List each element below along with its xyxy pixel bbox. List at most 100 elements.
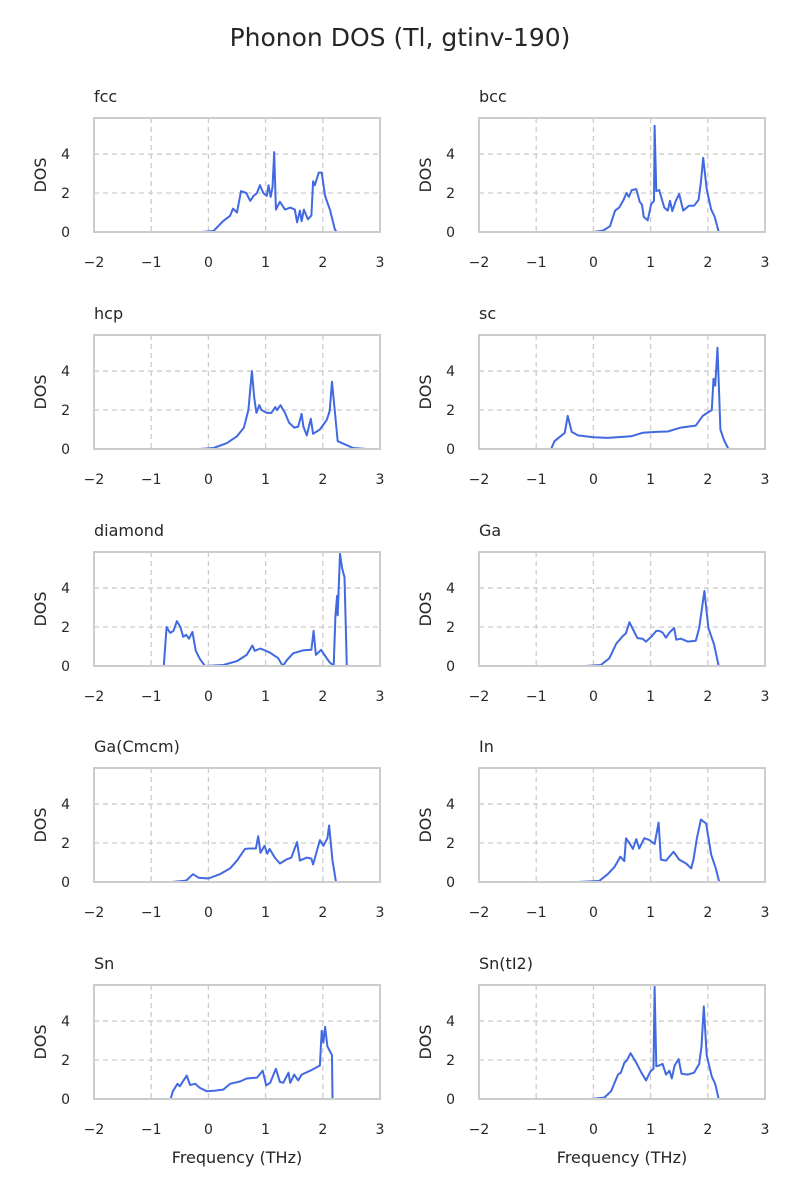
x-tick-label: 0 bbox=[204, 1122, 213, 1138]
subplot-sc: −2 −1 0 1 2 3 0 2 4 sc DOS bbox=[416, 304, 769, 488]
subplot-in: −2 −1 0 1 2 3 0 2 4 In DOS bbox=[416, 737, 769, 921]
x-tick-label: −2 bbox=[84, 689, 105, 705]
x-tick-label: 3 bbox=[761, 255, 770, 271]
x-tick-label: 0 bbox=[589, 689, 598, 705]
dos-line bbox=[171, 824, 352, 883]
x-tick-label: 1 bbox=[261, 472, 270, 488]
axes-frame bbox=[93, 334, 381, 450]
y-tick-label: 2 bbox=[61, 1053, 70, 1069]
y-tick-label: 2 bbox=[446, 186, 455, 202]
subplot-title: Sn bbox=[94, 954, 114, 973]
subplot-title: fcc bbox=[94, 87, 117, 106]
subplot-ga: −2 −1 0 1 2 3 0 2 4 Ga DOS bbox=[416, 521, 769, 705]
subplot-hcp: −2 −1 0 1 2 3 0 2 4 hcp DOS bbox=[31, 304, 384, 488]
x-tick-label: 0 bbox=[204, 905, 213, 921]
x-tick-label: −2 bbox=[469, 255, 490, 271]
plot-area bbox=[479, 985, 765, 1099]
x-tick-label: 3 bbox=[376, 689, 385, 705]
y-tick-label: 4 bbox=[61, 364, 70, 380]
y-axis-label: DOS bbox=[416, 374, 435, 409]
x-tick-label: 3 bbox=[376, 905, 385, 921]
y-axis-label: DOS bbox=[31, 157, 50, 192]
x-tick-label: 2 bbox=[703, 905, 712, 921]
x-tick-label: 3 bbox=[761, 905, 770, 921]
subplot-title: diamond bbox=[94, 521, 164, 540]
y-tick-label: 0 bbox=[446, 659, 455, 675]
x-tick-label: 3 bbox=[761, 689, 770, 705]
x-tick-label: −2 bbox=[84, 472, 105, 488]
dos-line bbox=[201, 151, 347, 233]
x-tick-label: −2 bbox=[84, 255, 105, 271]
axes-frame bbox=[478, 984, 766, 1100]
dos-line bbox=[155, 1025, 349, 1100]
y-tick-label: 4 bbox=[446, 1014, 455, 1030]
x-tick-label: 3 bbox=[761, 472, 770, 488]
x-tick-label: 0 bbox=[204, 472, 213, 488]
y-tick-label: 2 bbox=[446, 403, 455, 419]
x-tick-label: 3 bbox=[376, 1122, 385, 1138]
x-tick-label: 0 bbox=[204, 255, 213, 271]
x-tick-label: 2 bbox=[318, 689, 327, 705]
subplot-ga-cmcm-: −2 −1 0 1 2 3 0 2 4 Ga(Cmcm) DOS bbox=[31, 737, 384, 921]
y-tick-label: 0 bbox=[446, 1092, 455, 1108]
x-tick-label: 2 bbox=[703, 472, 712, 488]
axes-frame bbox=[478, 767, 766, 883]
y-tick-label: 4 bbox=[446, 364, 455, 380]
dos-line bbox=[199, 370, 367, 450]
figure-title: Phonon DOS (Tl, gtinv-190) bbox=[230, 23, 571, 52]
x-tick-label: −2 bbox=[469, 905, 490, 921]
x-tick-label: −1 bbox=[141, 905, 162, 921]
dos-line bbox=[146, 552, 367, 667]
subplot-grid: −2 −1 0 1 2 3 0 2 4 fcc DOS −2 −1 0 1 2 3 0 2 4 bcc DOS −2 −1 0 1… bbox=[31, 87, 769, 1167]
dos-line bbox=[534, 346, 745, 450]
plot-area bbox=[94, 768, 380, 882]
y-tick-label: 2 bbox=[446, 1053, 455, 1069]
x-tick-label: 1 bbox=[646, 255, 655, 271]
x-tick-label: 0 bbox=[589, 1122, 598, 1138]
x-tick-label: 0 bbox=[589, 472, 598, 488]
x-tick-label: 1 bbox=[646, 905, 655, 921]
y-tick-label: 0 bbox=[61, 875, 70, 891]
x-tick-label: 1 bbox=[261, 905, 270, 921]
x-tick-label: −2 bbox=[84, 1122, 105, 1138]
y-tick-label: 0 bbox=[61, 442, 70, 458]
y-axis-label: DOS bbox=[416, 157, 435, 192]
y-tick-label: 0 bbox=[446, 875, 455, 891]
x-tick-label: 0 bbox=[589, 905, 598, 921]
x-tick-label: 3 bbox=[376, 472, 385, 488]
subplot-title: Sn(tI2) bbox=[479, 954, 533, 973]
subplot-bcc: −2 −1 0 1 2 3 0 2 4 bcc DOS bbox=[416, 87, 769, 271]
y-tick-label: 0 bbox=[61, 659, 70, 675]
y-axis-label: DOS bbox=[416, 1024, 435, 1059]
y-tick-label: 4 bbox=[61, 147, 70, 163]
subplot-title: sc bbox=[479, 304, 496, 323]
x-tick-label: 1 bbox=[646, 1122, 655, 1138]
dos-line bbox=[590, 985, 730, 1100]
plot-area bbox=[94, 118, 380, 232]
subplot-sn: −2 −1 0 1 2 3 0 2 4 Sn DOS Frequency (THz) bbox=[31, 954, 384, 1167]
subplot-diamond: −2 −1 0 1 2 3 0 2 4 diamond DOS bbox=[31, 521, 384, 705]
y-axis-label: DOS bbox=[31, 374, 50, 409]
x-tick-label: 2 bbox=[703, 255, 712, 271]
x-tick-label: 1 bbox=[261, 689, 270, 705]
subplot-title: bcc bbox=[479, 87, 507, 106]
plot-area bbox=[479, 552, 765, 666]
x-tick-label: 0 bbox=[589, 255, 598, 271]
axes-frame bbox=[478, 117, 766, 233]
y-tick-label: 0 bbox=[446, 225, 455, 241]
x-tick-label: −1 bbox=[141, 472, 162, 488]
y-tick-label: 4 bbox=[446, 147, 455, 163]
x-tick-label: −1 bbox=[141, 1122, 162, 1138]
y-tick-label: 4 bbox=[446, 581, 455, 597]
x-tick-label: −1 bbox=[526, 905, 547, 921]
x-tick-label: 3 bbox=[376, 255, 385, 271]
x-tick-label: 1 bbox=[646, 689, 655, 705]
x-tick-label: 2 bbox=[318, 255, 327, 271]
y-tick-label: 4 bbox=[61, 797, 70, 813]
x-tick-label: −2 bbox=[469, 1122, 490, 1138]
y-tick-label: 4 bbox=[61, 1014, 70, 1030]
y-axis-label: DOS bbox=[31, 1024, 50, 1059]
x-tick-label: 2 bbox=[318, 472, 327, 488]
y-axis-label: DOS bbox=[416, 591, 435, 626]
